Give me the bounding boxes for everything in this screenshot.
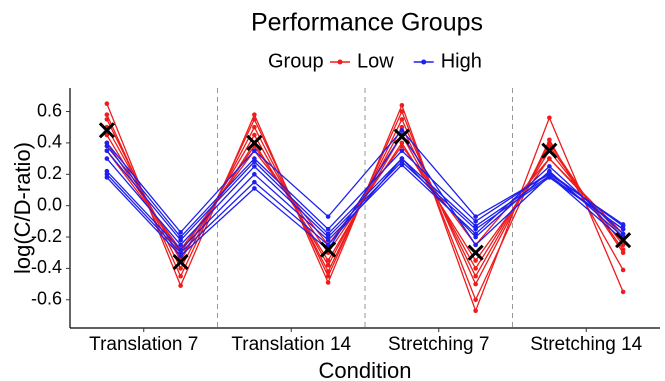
mean-marker — [172, 254, 189, 271]
y-tick-label: -0.4 — [31, 257, 62, 277]
y-tick-label: 0.2 — [37, 163, 62, 183]
point — [252, 186, 257, 191]
point — [620, 247, 626, 252]
chart-title: Performance Groups — [251, 9, 483, 37]
point — [473, 226, 478, 232]
point — [325, 242, 331, 248]
point — [620, 289, 626, 295]
point — [104, 112, 110, 117]
point — [473, 258, 478, 263]
x-axis-label: Condition — [319, 358, 412, 381]
point — [178, 266, 183, 271]
point — [178, 237, 183, 243]
point — [399, 109, 405, 114]
point — [399, 156, 405, 161]
point — [104, 117, 110, 122]
point — [178, 253, 183, 259]
point — [620, 242, 626, 248]
subject-line — [106, 145, 624, 239]
x-tick-label: Stretching 14 — [530, 334, 642, 355]
subject-line — [106, 150, 624, 242]
point — [399, 102, 405, 108]
legend-dot — [421, 59, 427, 65]
point — [325, 258, 331, 263]
x-tick-label: Stretching 7 — [388, 334, 489, 355]
point — [473, 242, 478, 248]
point — [178, 283, 183, 288]
point — [547, 173, 552, 179]
legend-label: High — [441, 50, 482, 72]
point — [252, 117, 257, 122]
point — [325, 226, 331, 232]
point — [399, 148, 405, 154]
y-tick-label: 0.0 — [37, 194, 62, 214]
point — [325, 214, 331, 219]
point — [399, 128, 405, 133]
legend-title: Group — [268, 50, 324, 72]
legend-dot — [337, 59, 343, 65]
point — [620, 267, 626, 273]
legend-label: Low — [357, 50, 394, 72]
y-tick-label: 0.4 — [37, 132, 62, 152]
point — [252, 171, 257, 177]
y-tick-label: 0.6 — [37, 100, 62, 120]
point — [325, 237, 331, 243]
mean-marker — [467, 244, 484, 261]
point — [547, 143, 552, 149]
point — [399, 143, 405, 149]
point — [399, 117, 405, 122]
point — [252, 124, 257, 130]
point — [473, 266, 478, 271]
point — [178, 242, 183, 248]
point — [399, 162, 405, 168]
subject-line — [106, 141, 624, 262]
y-tick-label: -0.2 — [31, 226, 62, 246]
point — [473, 281, 478, 287]
point — [104, 156, 110, 161]
point — [104, 148, 110, 154]
point — [325, 262, 331, 268]
mean-marker — [541, 142, 558, 159]
y-tick-label: -0.6 — [31, 289, 62, 309]
point — [473, 234, 478, 240]
mean-marker — [98, 122, 115, 139]
point — [473, 273, 478, 279]
point — [547, 168, 552, 174]
y-axis-label: log(C/D-ratio) — [10, 142, 35, 274]
mean-marker — [393, 128, 410, 145]
point — [252, 148, 257, 154]
point — [473, 219, 478, 224]
point — [547, 115, 552, 121]
mean-marker — [246, 134, 263, 151]
point — [252, 179, 257, 185]
mean-marker — [615, 232, 632, 249]
point — [325, 269, 331, 274]
point — [252, 159, 257, 165]
point — [104, 132, 110, 138]
point — [473, 308, 478, 314]
point — [104, 175, 110, 180]
subject-line — [106, 133, 624, 257]
point — [252, 132, 257, 138]
point — [473, 214, 478, 219]
point — [325, 280, 331, 285]
x-tick-label: Translation 14 — [231, 334, 351, 355]
subject-line — [106, 158, 624, 246]
point — [252, 112, 257, 117]
point — [104, 143, 110, 149]
mean-marker — [320, 241, 337, 258]
subject-line — [106, 157, 624, 254]
point — [473, 297, 478, 303]
point — [325, 273, 331, 279]
point — [104, 101, 110, 106]
point — [178, 273, 183, 279]
x-tick-label: Translation 7 — [89, 334, 198, 355]
point — [547, 156, 552, 161]
point — [547, 164, 552, 169]
point — [620, 226, 626, 232]
point — [178, 230, 183, 235]
point — [252, 164, 257, 169]
